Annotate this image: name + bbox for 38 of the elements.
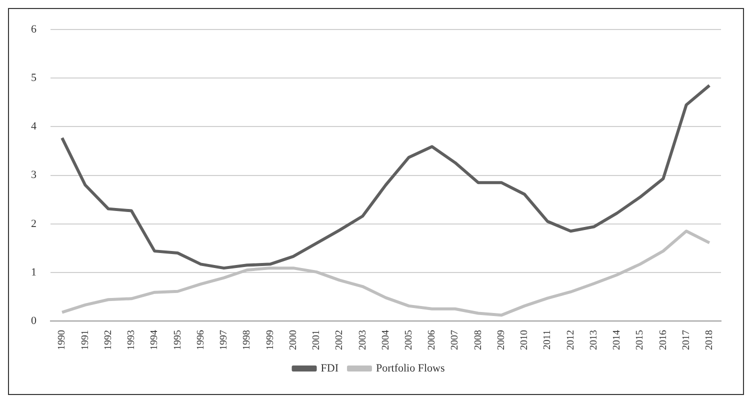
- x-tick-label: 2006: [426, 330, 438, 350]
- x-tick-label: 2011: [542, 330, 554, 350]
- x-tick-label: 2014: [612, 330, 623, 350]
- y-tick-label: 5: [31, 72, 37, 84]
- x-tick-label: 2010: [519, 330, 530, 350]
- x-tick-label: 1999: [264, 330, 276, 350]
- x-tick-label: 2017: [680, 330, 692, 350]
- y-tick-label: 3: [31, 169, 37, 182]
- x-tick-label: 2012: [565, 330, 576, 350]
- x-tick-label: 1990: [56, 330, 68, 350]
- x-tick-label: 2007: [450, 330, 461, 350]
- legend-label: Portfolio Flows: [376, 362, 445, 374]
- x-tick-label: 2002: [334, 330, 346, 350]
- x-tick-label: 2004: [380, 330, 392, 350]
- x-tick-label: 2015: [634, 330, 646, 350]
- x-tick-label: 2016: [658, 330, 669, 350]
- x-tick-label: 1991: [80, 330, 91, 350]
- x-tick-label: 1992: [102, 330, 114, 350]
- x-tick-label: 1998: [242, 330, 253, 350]
- x-tick-label: 2000: [288, 330, 299, 350]
- x-tick-label: 1995: [172, 330, 184, 350]
- legend-label: FDI: [320, 362, 339, 374]
- x-tick-label: 1994: [149, 330, 160, 350]
- x-tick-label: 1997: [218, 330, 230, 350]
- x-tick-label: 2009: [496, 330, 507, 350]
- y-tick-label: 6: [31, 23, 37, 36]
- x-tick-label: 2013: [588, 330, 600, 350]
- x-tick-label: 2008: [472, 330, 484, 350]
- x-tick-label: 2018: [704, 330, 716, 350]
- y-tick-label: 1: [31, 266, 36, 278]
- x-tick-label: 2001: [311, 330, 322, 350]
- x-tick-label: 1996: [195, 330, 206, 350]
- y-tick-label: 0: [31, 314, 37, 327]
- y-tick-label: 4: [31, 120, 37, 133]
- x-tick-label: 2003: [357, 330, 368, 350]
- x-tick-label: 1993: [126, 330, 138, 350]
- y-tick-label: 2: [31, 218, 36, 230]
- x-tick-label: 2005: [403, 330, 414, 350]
